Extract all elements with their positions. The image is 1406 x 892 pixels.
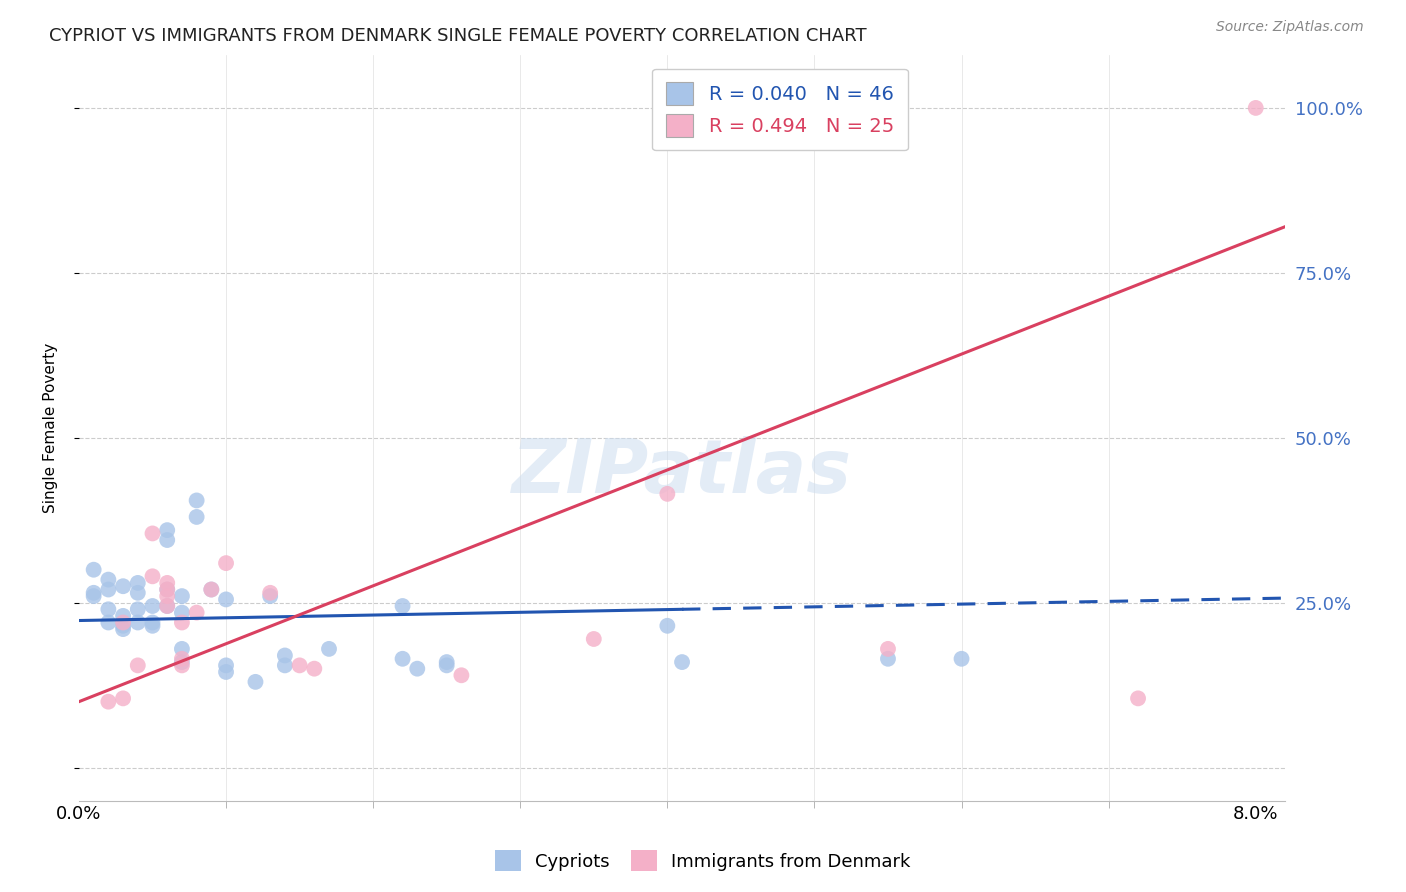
Point [1244, 101, 1267, 115]
Point [97, 582, 120, 597]
Point [950, 652, 973, 666]
Point [304, 662, 326, 676]
Point [391, 599, 413, 613]
Point [127, 615, 149, 630]
Point [156, 523, 179, 537]
Point [170, 652, 193, 666]
Point [274, 648, 297, 663]
Point [112, 619, 135, 633]
Point [156, 599, 179, 613]
Point [406, 662, 429, 676]
Point [156, 533, 179, 547]
Point [97, 573, 120, 587]
Point [288, 658, 311, 673]
Text: CYPRIOT VS IMMIGRANTS FROM DENMARK SINGLE FEMALE POVERTY CORRELATION CHART: CYPRIOT VS IMMIGRANTS FROM DENMARK SINGL… [49, 27, 868, 45]
Point [186, 493, 208, 508]
Point [170, 606, 193, 620]
Point [391, 652, 413, 666]
Point [127, 602, 149, 616]
Point [877, 641, 900, 656]
Point [200, 582, 222, 597]
Point [1126, 691, 1149, 706]
Point [186, 606, 208, 620]
Point [877, 652, 900, 666]
Point [156, 582, 179, 597]
Point [97, 602, 120, 616]
Point [141, 599, 163, 613]
Point [156, 589, 179, 603]
Point [156, 582, 179, 597]
Point [170, 589, 193, 603]
Point [200, 582, 222, 597]
Legend: R = 0.040   N = 46, R = 0.494   N = 25: R = 0.040 N = 46, R = 0.494 N = 25 [652, 69, 907, 151]
Point [127, 586, 149, 600]
Point [582, 632, 605, 646]
Point [170, 615, 193, 630]
Point [259, 586, 281, 600]
Point [259, 589, 281, 603]
Text: ZIPatlas: ZIPatlas [512, 436, 852, 509]
Point [186, 510, 208, 524]
Point [170, 655, 193, 669]
Legend: Cypriots, Immigrants from Denmark: Cypriots, Immigrants from Denmark [488, 843, 918, 879]
Point [112, 579, 135, 593]
Point [83, 563, 105, 577]
Point [450, 668, 472, 682]
Point [318, 641, 340, 656]
Point [671, 655, 693, 669]
Point [141, 619, 163, 633]
Point [141, 526, 163, 541]
Text: Source: ZipAtlas.com: Source: ZipAtlas.com [1216, 20, 1364, 34]
Point [170, 658, 193, 673]
Point [245, 674, 267, 689]
Point [112, 622, 135, 636]
Y-axis label: Single Female Poverty: Single Female Poverty [44, 343, 58, 513]
Point [112, 608, 135, 623]
Point [436, 658, 458, 673]
Point [127, 658, 149, 673]
Point [83, 589, 105, 603]
Point [215, 592, 238, 607]
Point [215, 556, 238, 570]
Point [215, 665, 238, 679]
Point [112, 615, 135, 630]
Point [83, 586, 105, 600]
Point [97, 615, 120, 630]
Point [274, 658, 297, 673]
Point [657, 619, 679, 633]
Point [436, 655, 458, 669]
Point [141, 569, 163, 583]
Point [156, 575, 179, 590]
Point [97, 695, 120, 709]
Point [112, 691, 135, 706]
Point [156, 599, 179, 613]
Point [141, 615, 163, 630]
Point [657, 487, 679, 501]
Point [215, 658, 238, 673]
Point [170, 641, 193, 656]
Point [127, 575, 149, 590]
